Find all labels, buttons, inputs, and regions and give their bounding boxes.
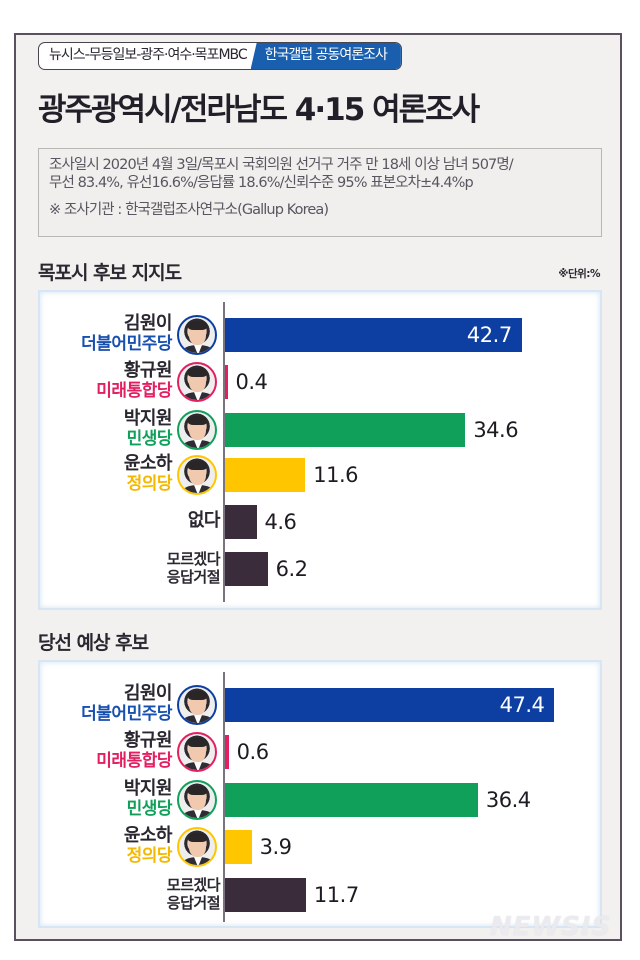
bar-label: 모르겠다 응답거절 bbox=[166, 550, 221, 586]
bar bbox=[224, 830, 252, 864]
bar-value: 47.4 bbox=[499, 693, 545, 717]
page-title: 광주광역시/전라남도 4·15 여론조사 bbox=[38, 92, 480, 128]
party-name: 정의당 bbox=[126, 846, 173, 866]
candidate-photo bbox=[177, 362, 217, 402]
bar-label: 모르겠다 응답거절 bbox=[166, 876, 221, 912]
candidate-photo bbox=[177, 827, 217, 867]
chart-support: 김원이 더불어민주당 42.7 황규원 미래통합당 0.4 박지원 민생당 34.6 윤소하 정의당… bbox=[38, 290, 602, 610]
bar-value: 36.4 bbox=[485, 788, 531, 812]
bar bbox=[224, 318, 522, 352]
candidate-name: 황규원 bbox=[123, 360, 173, 381]
section-title-expected-winner: 당선 예상 후보 bbox=[38, 632, 149, 654]
bar-value: 0.4 bbox=[235, 370, 268, 394]
survey-info-line-2: 무선 83.4%, 유선16.6%/응답률 18.6%/신뢰수준 95% 표본오… bbox=[49, 175, 474, 191]
bar-label: 없다 bbox=[187, 510, 221, 531]
bar bbox=[224, 783, 478, 817]
response-label: 모르겠다 bbox=[166, 550, 221, 568]
response-label-2: 응답거절 bbox=[166, 568, 221, 586]
bar-value: 42.7 bbox=[466, 323, 512, 347]
unit-note: ※단위:% bbox=[558, 268, 600, 280]
section-title-support: 목포시 후보 지지도 bbox=[38, 262, 182, 284]
chart-expected-winner: 김원이 더불어민주당 47.4 황규원 미래통합당 0.6 박지원 민생당 36.4 윤소하 정의당… bbox=[38, 660, 602, 928]
bar-row: 박지원 민생당 34.6 bbox=[40, 407, 600, 453]
bar-label: 김원이 더불어민주당 bbox=[81, 313, 173, 355]
bar bbox=[224, 735, 229, 769]
bar-row: 박지원 민생당 36.4 bbox=[40, 777, 600, 823]
bar-row: 윤소하 정의당 3.9 bbox=[40, 824, 600, 870]
chart-axis-line bbox=[223, 672, 225, 922]
bar-label: 박지원 민생당 bbox=[123, 778, 173, 820]
bar-label: 황규원 미래통합당 bbox=[96, 730, 173, 772]
bar-value: 11.7 bbox=[313, 883, 359, 907]
bar-row: 윤소하 정의당 11.6 bbox=[40, 452, 600, 498]
bar-row: 모르겠다 응답거절 11.7 bbox=[40, 872, 600, 918]
bar bbox=[224, 365, 228, 399]
candidate-name: 박지원 bbox=[123, 778, 173, 799]
bar-label: 박지원 민생당 bbox=[123, 408, 173, 450]
bar-value: 0.6 bbox=[236, 740, 269, 764]
bar-value: 3.9 bbox=[259, 835, 292, 859]
survey-info-line-1: 조사일시 2020년 4월 3일/목포시 국회의원 선거구 거주 만 18세 이… bbox=[49, 157, 514, 173]
party-name: 민생당 bbox=[126, 429, 173, 449]
bar-label: 윤소하 정의당 bbox=[123, 453, 173, 495]
bar-row: 김원이 더불어민주당 42.7 bbox=[40, 312, 600, 358]
candidate-photo bbox=[177, 685, 217, 725]
bar-label: 윤소하 정의당 bbox=[123, 825, 173, 867]
party-name: 더불어민주당 bbox=[81, 334, 172, 354]
survey-info-box: 조사일시 2020년 4월 3일/목포시 국회의원 선거구 거주 만 18세 이… bbox=[38, 148, 602, 237]
candidate-name: 김원이 bbox=[123, 313, 173, 334]
candidate-photo bbox=[177, 455, 217, 495]
bar-row: 없다 4.6 bbox=[40, 499, 600, 545]
candidate-name: 박지원 bbox=[123, 408, 173, 429]
bar-value: 6.2 bbox=[275, 557, 308, 581]
survey-agency: ※ 조사기관 : 한국갤럽조사연구소(Gallup Korea) bbox=[49, 202, 329, 218]
party-name: 민생당 bbox=[126, 799, 173, 819]
bar bbox=[224, 688, 555, 722]
party-name: 미래통합당 bbox=[96, 751, 172, 771]
gallup-joint-survey-label: 한국갤럽 공동여론조사 bbox=[250, 43, 401, 69]
chart-axis-line bbox=[223, 302, 225, 602]
bar bbox=[224, 413, 466, 447]
party-name: 정의당 bbox=[126, 474, 173, 494]
bar-label: 황규원 미래통합당 bbox=[96, 360, 173, 402]
bar-row: 황규원 미래통합당 0.6 bbox=[40, 729, 600, 775]
newsis-watermark: NEWSIS bbox=[490, 912, 612, 942]
party-name: 미래통합당 bbox=[96, 381, 172, 401]
bar bbox=[224, 552, 268, 586]
bar-row: 황규원 미래통합당 0.4 bbox=[40, 359, 600, 405]
party-name: 더불어민주당 bbox=[81, 704, 172, 724]
bar-value: 11.6 bbox=[313, 463, 358, 487]
response-label-2: 응답거절 bbox=[166, 894, 221, 912]
candidate-name: 윤소하 bbox=[123, 825, 173, 846]
response-label: 없다 bbox=[187, 510, 221, 531]
candidate-name: 황규원 bbox=[123, 730, 173, 751]
bar bbox=[224, 458, 306, 492]
bar bbox=[224, 505, 257, 539]
candidate-photo bbox=[177, 410, 217, 450]
bar-row: 모르겠다 응답거절 6.2 bbox=[40, 546, 600, 592]
bar-row: 김원이 더불어민주당 47.4 bbox=[40, 682, 600, 728]
bar-label: 김원이 더불어민주당 bbox=[81, 683, 173, 725]
candidate-photo bbox=[177, 732, 217, 772]
candidate-photo bbox=[177, 315, 217, 355]
bar bbox=[224, 878, 306, 912]
bar-value: 34.6 bbox=[473, 418, 519, 442]
bar-value: 4.6 bbox=[264, 510, 297, 534]
response-label: 모르겠다 bbox=[166, 876, 221, 894]
candidate-photo bbox=[177, 780, 217, 820]
media-partners-label: 뉴시스-무등일보-광주·여수·목포MBC bbox=[49, 47, 248, 63]
source-badge: 뉴시스-무등일보-광주·여수·목포MBC 한국갤럽 공동여론조사 bbox=[38, 42, 402, 70]
candidate-name: 김원이 bbox=[123, 683, 173, 704]
candidate-name: 윤소하 bbox=[123, 453, 173, 474]
